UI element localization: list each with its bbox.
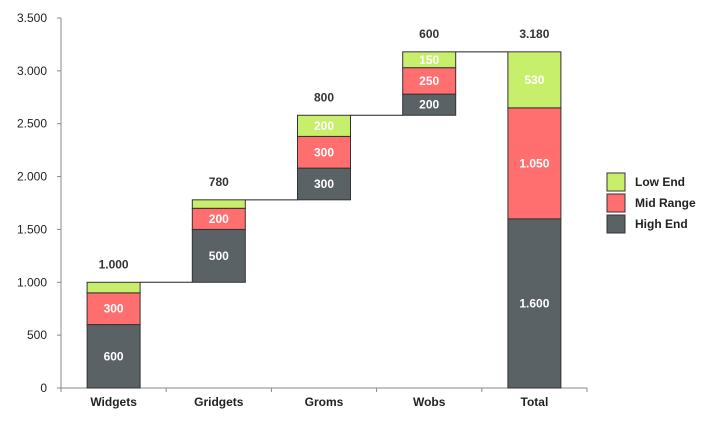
legend-swatch xyxy=(606,172,626,192)
legend: Low End Mid Range High End xyxy=(606,172,696,234)
total-label: 3.180 xyxy=(519,27,549,41)
bar-segment-mid-range xyxy=(297,135,351,169)
y-tick-label: 0 xyxy=(40,381,47,395)
bar-segment-low-end xyxy=(191,199,246,209)
bar-segment-high-end xyxy=(507,218,562,389)
legend-label: High End xyxy=(635,217,688,231)
bar-segment-mid-range xyxy=(402,67,457,95)
y-tick-label: 1.000 xyxy=(17,275,47,289)
data-label: 600 xyxy=(104,349,124,363)
total-label: 800 xyxy=(314,90,334,104)
data-label: 200 xyxy=(419,98,439,112)
bar-segment-mid-range xyxy=(86,292,141,326)
data-label: 1.050 xyxy=(519,156,549,170)
data-label: 150 xyxy=(419,53,439,67)
data-label: 1.600 xyxy=(519,296,549,310)
legend-swatch xyxy=(606,214,626,234)
bar-segment-low-end xyxy=(86,281,141,294)
axes: 0 500 1.000 1.500 2.000 2.500 3.000 3.500 Widget… xyxy=(17,11,588,409)
data-label: 300 xyxy=(314,177,334,191)
data-label: 200 xyxy=(314,119,334,133)
total-label: 1.000 xyxy=(99,257,129,271)
y-tick-label: 500 xyxy=(27,328,47,342)
y-tick-label: 1.500 xyxy=(17,222,47,236)
legend-label: Low End xyxy=(635,175,685,189)
y-tick-label: 2.000 xyxy=(17,170,47,184)
y-tick-label: 3.000 xyxy=(17,64,47,78)
bar-segment-high-end xyxy=(297,167,351,201)
bar-segment-low-end xyxy=(297,114,351,137)
data-label: 250 xyxy=(419,74,439,88)
bar-segment-low-end xyxy=(402,51,457,69)
labels: 600 300 1.000 500 200 780 300 300 200 800 200 250 15… xyxy=(99,27,550,363)
x-tick-label: Gridgets xyxy=(194,395,244,409)
x-tick-label: Wobs xyxy=(413,395,446,409)
total-label: 600 xyxy=(419,27,439,41)
bars xyxy=(86,51,562,389)
x-tick-label: Widgets xyxy=(90,395,137,409)
data-label: 300 xyxy=(104,302,124,316)
bar-segment-low-end xyxy=(507,51,562,109)
total-label: 780 xyxy=(209,175,229,189)
data-label: 500 xyxy=(209,249,229,263)
y-tick-label: 2.500 xyxy=(17,117,47,131)
x-tick-label: Groms xyxy=(305,395,344,409)
bar-segment-high-end xyxy=(191,228,246,283)
x-tick-label: Total xyxy=(521,395,549,409)
bar-segment-high-end xyxy=(86,324,141,389)
y-tick-label: 3.500 xyxy=(17,11,47,25)
data-label: 200 xyxy=(209,212,229,226)
legend-swatch xyxy=(606,193,626,213)
legend-label: Mid Range xyxy=(635,196,696,210)
data-label: 300 xyxy=(314,145,334,159)
data-label: 530 xyxy=(524,73,544,87)
bar-segment-mid-range xyxy=(507,107,562,220)
